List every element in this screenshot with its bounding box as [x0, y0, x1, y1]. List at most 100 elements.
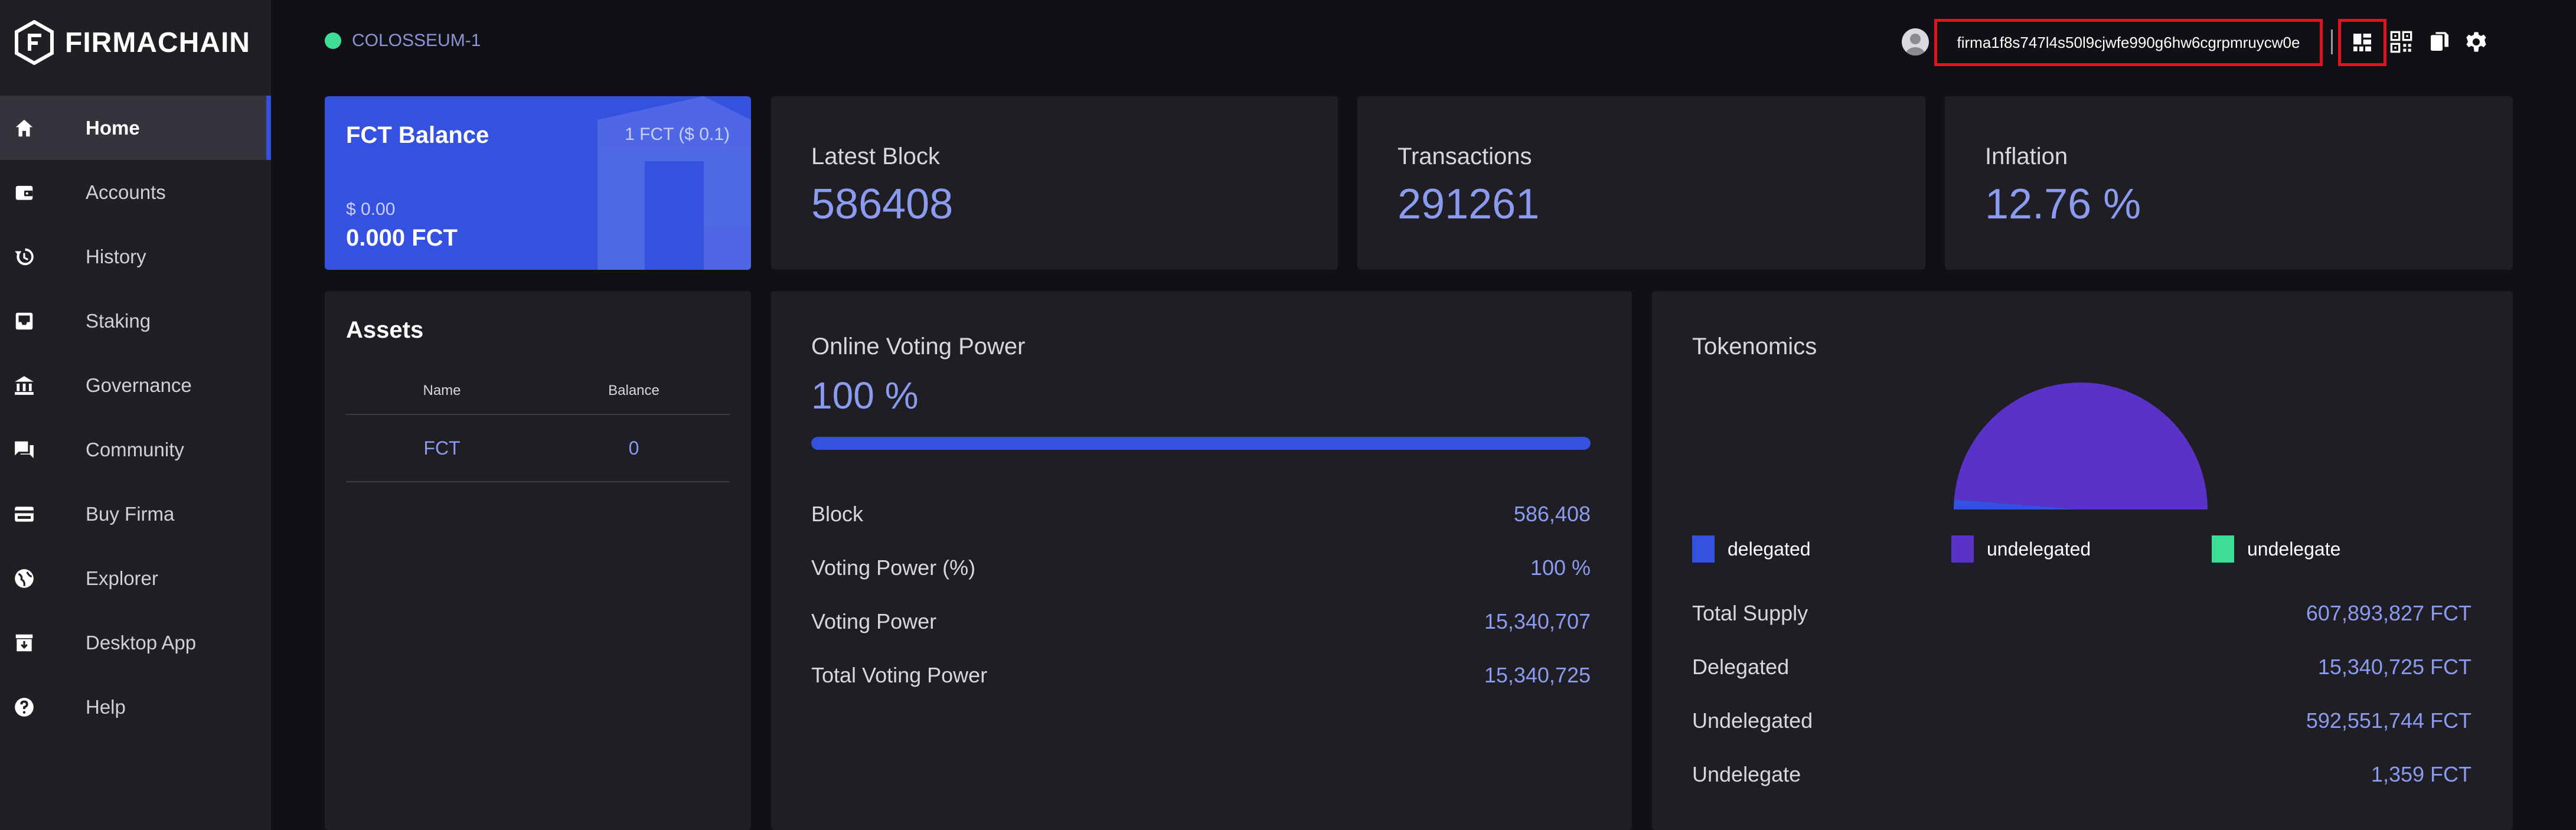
sidebar-item-accounts[interactable]: Accounts — [0, 160, 271, 224]
legend-item-undelegate: undelegate — [2212, 535, 2340, 563]
legend-swatch — [1692, 535, 1715, 563]
assets-table: Name Balance FCT 0 — [346, 368, 730, 482]
latest-block-card: Latest Block 586408 — [771, 96, 1338, 270]
sidebar-item-label: Buy Firma — [86, 502, 175, 525]
tokenomics-row-delegated: Delegated 15,340,725 FCT — [1692, 655, 2471, 679]
sidebar-item-label: Explorer — [86, 567, 158, 589]
sidebar-item-community[interactable]: Community — [0, 417, 271, 482]
avatar — [1902, 28, 1929, 55]
wallet-address-text: firma1f8s747l4s50l9cjwfe990g6hw6cgrpmruy… — [1957, 33, 2300, 51]
sidebar-item-desktop-app[interactable]: Desktop App — [0, 610, 271, 675]
help-icon — [13, 696, 35, 718]
sidebar-item-home[interactable]: Home — [0, 96, 271, 160]
sidebar-item-label: Desktop App — [86, 631, 197, 653]
row-value: 100 % — [1530, 555, 1591, 580]
row-label: Block — [811, 502, 864, 526]
sidebar-item-history[interactable]: History — [0, 224, 271, 289]
legend-item-delegated: delegated — [1692, 535, 1811, 563]
sidebar-item-explorer[interactable]: Explorer — [0, 546, 271, 610]
row-value: 607,893,827 FCT — [2306, 601, 2471, 625]
inbox-icon — [13, 310, 35, 332]
settings-button[interactable] — [2463, 29, 2489, 55]
transactions-title: Transactions — [1398, 143, 1532, 169]
sidebar: FIRMACHAIN Home Accounts History — [0, 0, 271, 830]
tokenomics-row-total-supply: Total Supply 607,893,827 FCT — [1692, 601, 2471, 626]
transactions-value: 291261 — [1398, 181, 1540, 228]
user-avatar-icon — [1906, 34, 1925, 55]
asset-name: FCT — [423, 437, 461, 459]
history-icon — [13, 246, 35, 268]
latest-block-value: 586408 — [811, 181, 954, 228]
assets-title: Assets — [346, 317, 424, 343]
voting-power-progress — [811, 437, 1591, 450]
sidebar-nav: Home Accounts History Staking — [0, 96, 271, 739]
inflation-value: 12.76 % — [1985, 181, 2141, 228]
column-header-balance: Balance — [608, 383, 659, 398]
sidebar-item-label: Home — [86, 116, 140, 139]
sidebar-item-label: Accounts — [86, 181, 166, 203]
network-name: COLOSSEUM-1 — [352, 31, 481, 50]
tokenomics-row-undelegated: Undelegated 592,551,744 FCT — [1692, 708, 2471, 733]
card-icon — [13, 503, 35, 525]
legend-label: delegated — [1728, 538, 1811, 560]
tokenomics-title: Tokenomics — [1692, 334, 1817, 360]
copy-button[interactable] — [2427, 29, 2453, 55]
logo-text: FIRMACHAIN — [65, 27, 250, 58]
network-indicator: COLOSSEUM-1 — [325, 31, 481, 51]
row-label: Voting Power (%) — [811, 555, 976, 580]
sidebar-item-label: Governance — [86, 374, 192, 396]
voting-row-voting-power-percent: Voting Power (%) 100 % — [811, 555, 1591, 580]
table-row[interactable]: FCT 0 — [346, 415, 730, 482]
sidebar-item-help[interactable]: Help — [0, 675, 271, 739]
firmachain-watermark-icon — [598, 96, 751, 270]
legend-item-undelegated: undelegated — [1951, 535, 2091, 563]
balance-fct: 0.000 FCT — [346, 225, 458, 251]
sidebar-item-buy-firma[interactable]: Buy Firma — [0, 482, 271, 546]
voting-row-block: Block 586,408 — [811, 502, 1591, 527]
voting-power-value: 100 % — [811, 374, 919, 417]
sidebar-item-governance[interactable]: Governance — [0, 353, 271, 417]
pie-slice-delegated — [1954, 499, 2081, 509]
globe-icon — [13, 567, 35, 590]
topbar-divider — [2331, 30, 2333, 54]
row-value: 15,340,707 — [1484, 609, 1591, 633]
qr-code-icon — [2390, 31, 2412, 53]
transactions-card: Transactions 291261 — [1357, 96, 1925, 270]
sidebar-item-label: Help — [86, 695, 126, 718]
logo[interactable]: FIRMACHAIN — [14, 20, 250, 65]
asset-balance: 0 — [628, 437, 639, 459]
latest-block-title: Latest Block — [811, 143, 940, 169]
legend-label: undelegate — [2247, 538, 2341, 560]
voting-power-card: Online Voting Power 100 % Block 586,408 … — [771, 291, 1632, 830]
row-value: 15,340,725 FCT — [2317, 655, 2471, 679]
home-icon — [13, 117, 35, 139]
sidebar-item-staking[interactable]: Staking — [0, 289, 271, 353]
legend-swatch — [2212, 535, 2234, 563]
balance-usd: $ 0.00 — [346, 200, 396, 219]
row-label: Voting Power — [811, 609, 937, 633]
row-value: 586,408 — [1513, 502, 1591, 526]
column-header-name: Name — [423, 383, 461, 398]
voting-power-progress-fill — [811, 437, 1591, 450]
pie-slice-undelegated — [1954, 383, 2208, 509]
qr-code-button[interactable] — [2388, 29, 2414, 55]
wallet-address[interactable]: firma1f8s747l4s50l9cjwfe990g6hw6cgrpmruy… — [1934, 19, 2323, 66]
table-header: Name Balance — [346, 368, 730, 415]
wallet-icon — [13, 181, 35, 204]
archive-icon — [13, 632, 35, 654]
inflation-card: Inflation 12.76 % — [1945, 96, 2513, 270]
sidebar-item-label: History — [86, 245, 146, 267]
inflation-title: Inflation — [1985, 143, 2068, 169]
gear-icon — [2466, 32, 2486, 52]
fct-balance-card: FCT Balance 1 FCT ($ 0.1) $ 0.00 0.000 F… — [325, 96, 751, 270]
row-value: 15,340,725 — [1484, 663, 1591, 687]
balance-title: FCT Balance — [346, 122, 489, 148]
tokenomics-row-undelegate: Undelegate 1,359 FCT — [1692, 762, 2471, 787]
legend-swatch — [1951, 535, 1974, 563]
tokenomics-card: Tokenomics delegated undelegated undeleg… — [1652, 291, 2513, 830]
sidebar-item-label: Staking — [86, 309, 151, 332]
menu-grid-button[interactable] — [2338, 19, 2386, 66]
copy-icon — [2431, 32, 2448, 51]
row-label: Total Supply — [1692, 601, 1808, 625]
